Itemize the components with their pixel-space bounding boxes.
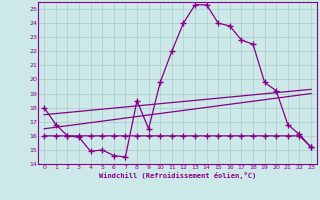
- X-axis label: Windchill (Refroidissement éolien,°C): Windchill (Refroidissement éolien,°C): [99, 172, 256, 179]
